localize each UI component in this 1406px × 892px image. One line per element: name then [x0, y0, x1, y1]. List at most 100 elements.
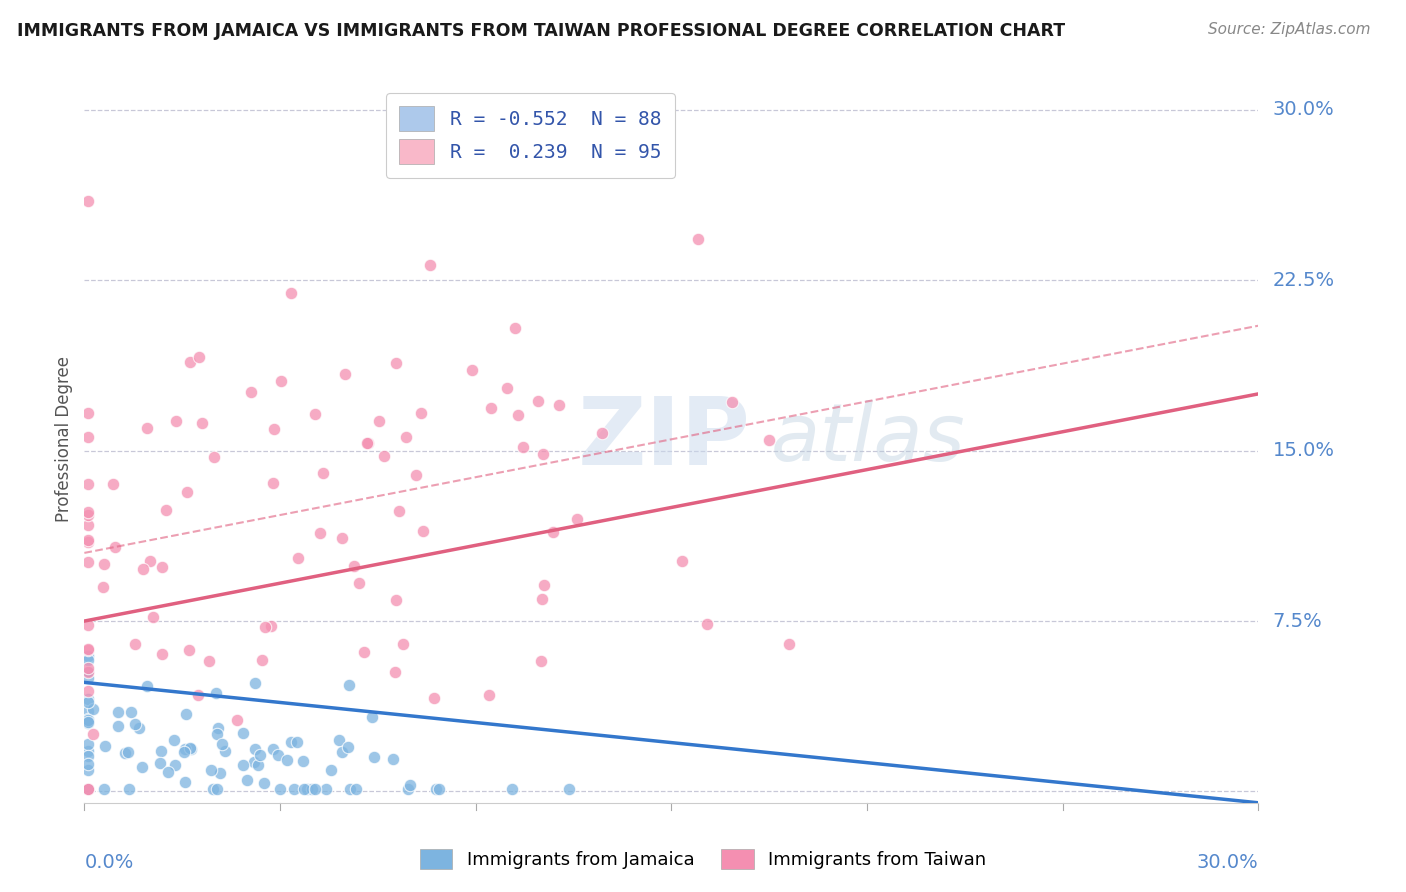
Point: [547, 398, 569, 412]
Point: [77, 618, 100, 632]
Point: [360, 709, 382, 723]
Point: [77, 756, 100, 771]
Point: [77, 716, 100, 731]
Y-axis label: Professional Degree: Professional Degree: [55, 356, 73, 523]
Text: 22.5%: 22.5%: [1272, 271, 1334, 290]
Point: [77, 782, 100, 797]
Point: [344, 782, 367, 797]
Point: [267, 747, 290, 762]
Point: [131, 760, 153, 774]
Point: [388, 504, 411, 518]
Point: [384, 665, 406, 680]
Point: [262, 476, 284, 491]
Point: [396, 782, 419, 797]
Point: [252, 653, 274, 667]
Point: [77, 712, 100, 726]
Point: [503, 320, 526, 334]
Point: [337, 740, 360, 755]
Point: [93, 557, 115, 571]
Point: [419, 258, 441, 272]
Point: [333, 368, 356, 382]
Point: [479, 401, 502, 416]
Point: [240, 385, 263, 400]
Point: [315, 782, 337, 797]
Point: [93, 782, 115, 797]
Point: [77, 763, 100, 777]
Point: [117, 745, 139, 759]
Text: 30.0%: 30.0%: [1272, 101, 1334, 120]
Point: [77, 517, 100, 532]
Point: [124, 637, 146, 651]
Point: [156, 765, 179, 780]
Point: [77, 664, 100, 678]
Point: [77, 194, 100, 208]
Point: [328, 732, 350, 747]
Point: [557, 782, 579, 797]
Point: [77, 743, 100, 757]
Point: [198, 654, 221, 668]
Point: [77, 714, 100, 728]
Point: [201, 782, 224, 797]
Point: [381, 752, 404, 766]
Point: [671, 554, 693, 568]
Point: [202, 450, 225, 464]
Point: [304, 782, 326, 797]
Point: [200, 763, 222, 777]
Point: [107, 706, 129, 720]
Point: [77, 683, 100, 698]
Point: [530, 654, 553, 668]
Point: [758, 434, 780, 448]
Point: [339, 782, 361, 797]
Point: [209, 765, 232, 780]
Point: [77, 653, 100, 667]
Point: [304, 408, 326, 422]
Point: [207, 722, 229, 736]
Point: [176, 485, 198, 500]
Point: [263, 422, 285, 436]
Point: [301, 782, 323, 797]
Point: [77, 534, 100, 549]
Point: [531, 447, 554, 461]
Point: [496, 381, 519, 395]
Point: [427, 782, 450, 797]
Point: [245, 676, 267, 690]
Point: [77, 505, 100, 519]
Point: [368, 414, 391, 428]
Point: [295, 782, 318, 797]
Point: [149, 744, 172, 758]
Point: [139, 553, 162, 567]
Point: [280, 285, 302, 300]
Point: [77, 649, 100, 664]
Point: [214, 744, 236, 758]
Point: [232, 725, 254, 739]
Legend: Immigrants from Jamaica, Immigrants from Taiwan: Immigrants from Jamaica, Immigrants from…: [411, 839, 995, 879]
Point: [77, 748, 100, 763]
Point: [188, 351, 211, 365]
Point: [285, 735, 308, 749]
Point: [330, 531, 353, 545]
Point: [118, 782, 141, 797]
Point: [77, 782, 100, 797]
Point: [543, 524, 565, 539]
Point: [395, 429, 418, 443]
Point: [150, 647, 173, 661]
Text: atlas: atlas: [770, 401, 966, 478]
Point: [165, 758, 187, 772]
Point: [412, 524, 434, 539]
Point: [353, 645, 375, 659]
Point: [93, 580, 115, 594]
Point: [77, 705, 100, 719]
Point: [330, 745, 353, 759]
Point: [77, 406, 100, 420]
Point: [287, 550, 309, 565]
Point: [357, 435, 380, 450]
Point: [174, 774, 197, 789]
Point: [77, 533, 100, 547]
Point: [128, 721, 150, 735]
Point: [174, 706, 197, 721]
Point: [319, 763, 342, 777]
Point: [283, 782, 305, 797]
Point: [77, 643, 100, 657]
Point: [94, 739, 117, 754]
Point: [77, 508, 100, 523]
